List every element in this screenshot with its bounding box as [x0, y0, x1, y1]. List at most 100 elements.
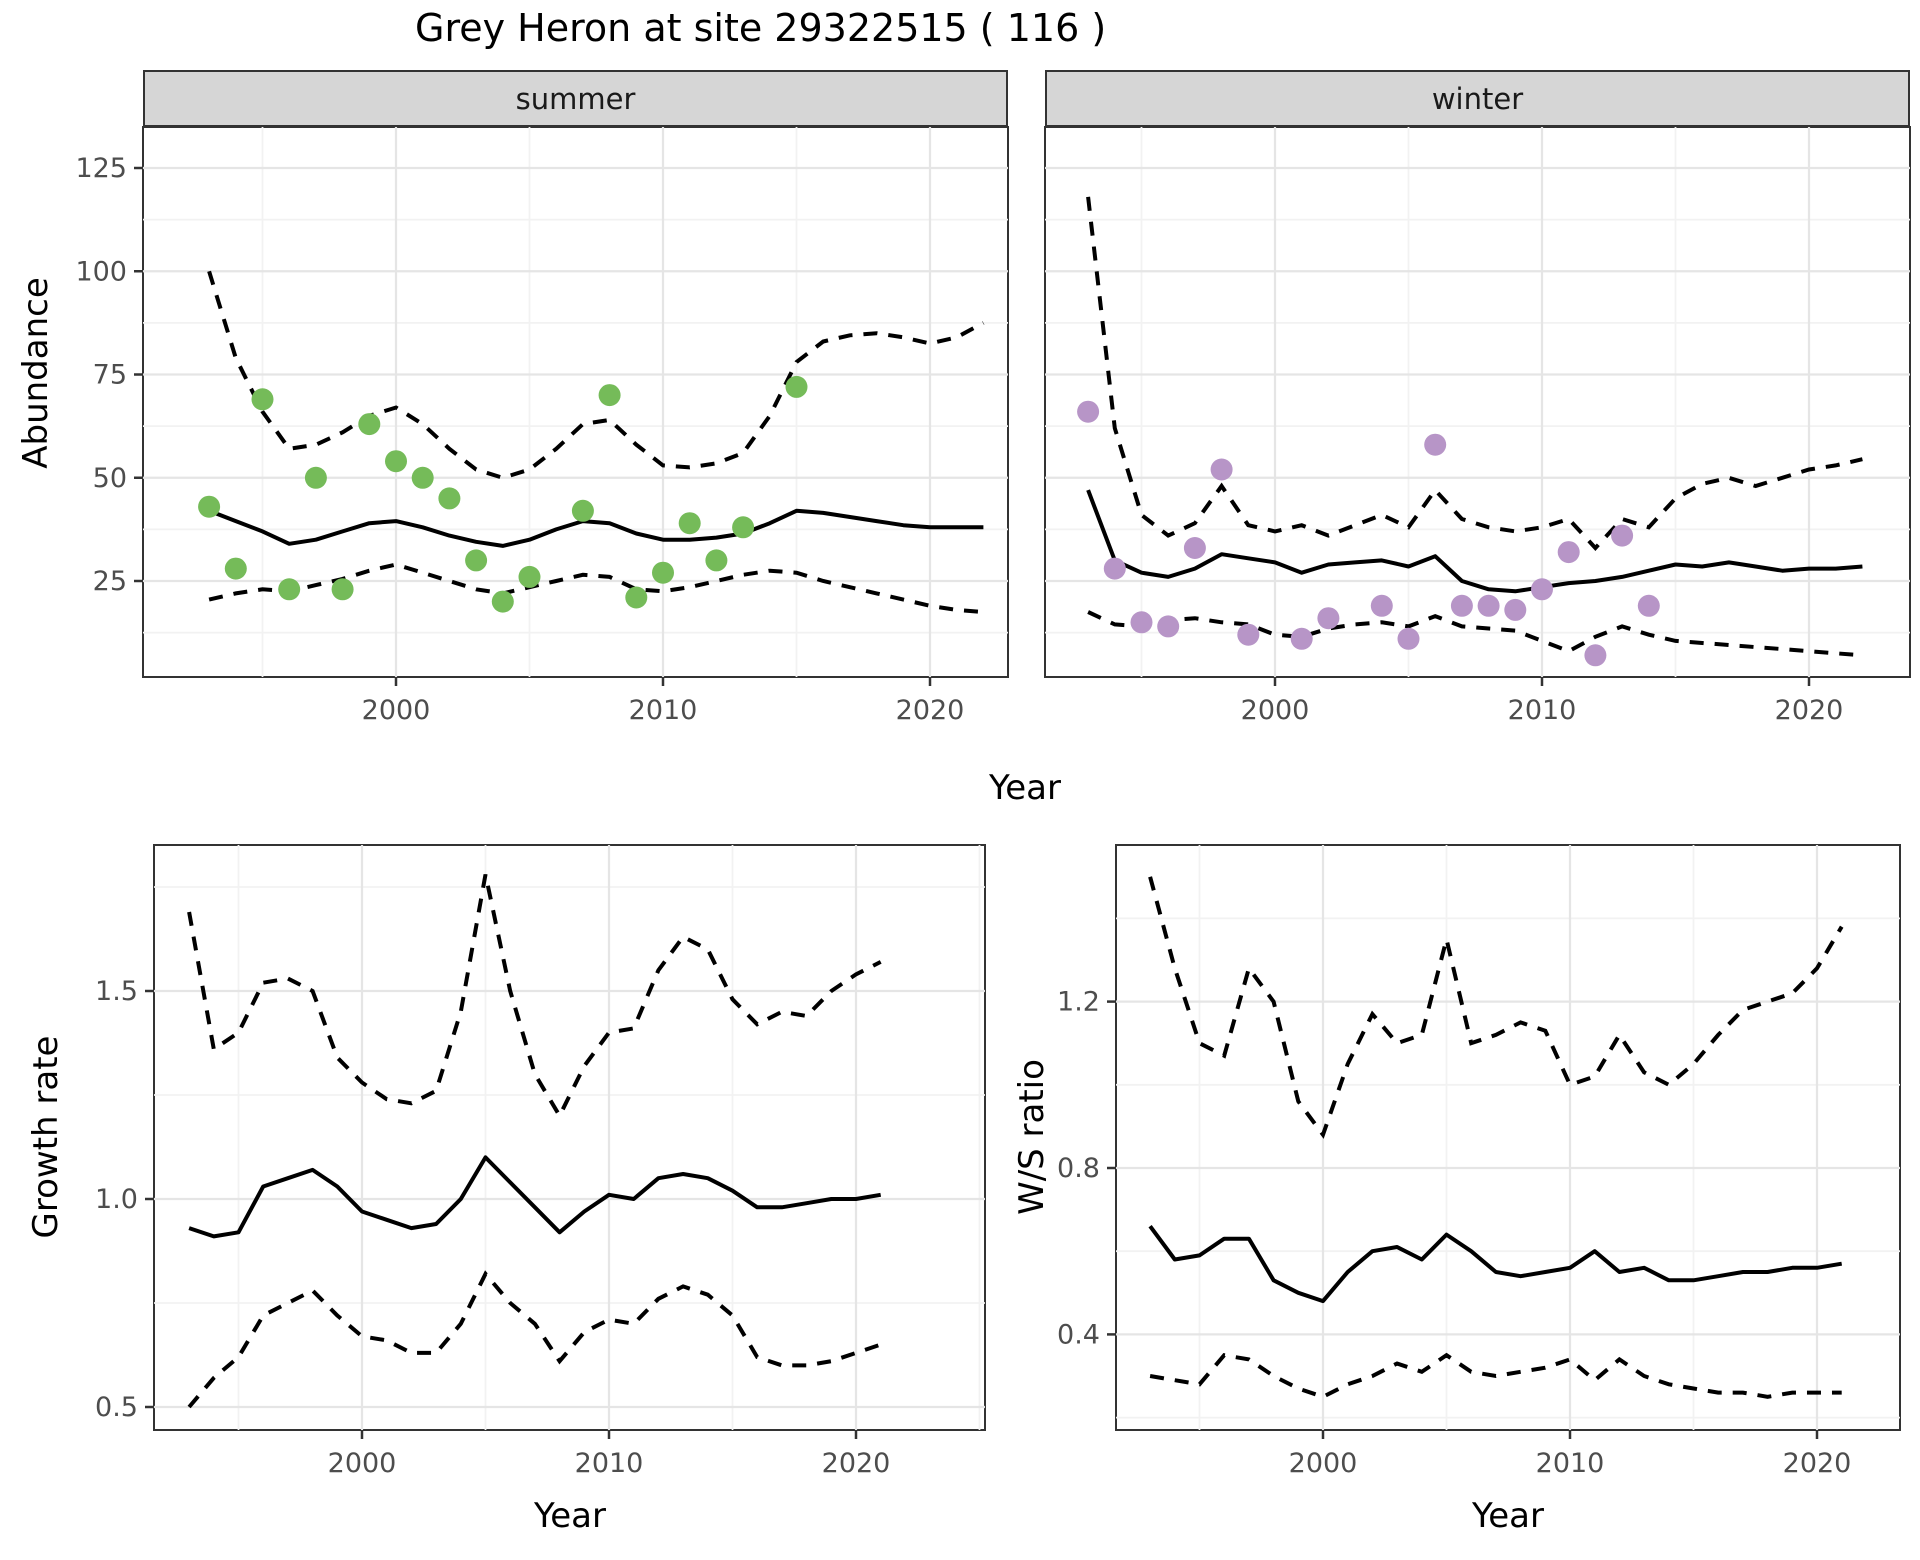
- y-tick-label: 0.5: [95, 1392, 138, 1423]
- panel-ws: 2000 2010 2020 0.4 0.8 1.2: [1057, 844, 1901, 1479]
- data-point: [438, 487, 461, 510]
- data-point: [198, 495, 221, 518]
- panel-background: [1115, 844, 1901, 1431]
- y-axis-title-growth-rate: Growth rate: [26, 1035, 66, 1239]
- chart-title: Grey Heron at site 29322515 ( 116 ): [415, 6, 1107, 50]
- data-point: [358, 413, 381, 436]
- gridlines: [1116, 845, 1900, 1430]
- data-point: [625, 586, 648, 609]
- data-point: [1450, 594, 1473, 617]
- x-axis-title-year-top: Year: [989, 768, 1061, 808]
- facet-strip-summer: summer: [143, 70, 1008, 127]
- data-point: [1130, 611, 1153, 634]
- x-tick-label: 2010: [575, 1448, 644, 1479]
- y-tick-label: 75: [93, 360, 127, 391]
- data-point: [491, 590, 514, 613]
- x-tick-label: 2020: [822, 1448, 891, 1479]
- y-tick-label: 100: [75, 256, 127, 287]
- y-tick-label: 1.0: [95, 1184, 138, 1215]
- y-tick-label: 25: [93, 566, 127, 597]
- x-axis-title-year-ws: Year: [1472, 1496, 1544, 1536]
- data-point: [1611, 524, 1634, 547]
- data-point: [1584, 644, 1607, 667]
- data-point: [1290, 627, 1313, 650]
- data-point: [1477, 594, 1500, 617]
- data-point: [251, 388, 274, 411]
- observed-points: [1077, 400, 1660, 667]
- y-tick-label: 0.4: [1057, 1319, 1100, 1350]
- data-point: [278, 578, 301, 601]
- panel-summer: 2000 2010 2020 25 50 75 100 125: [75, 126, 1009, 726]
- x-tick-label: 2020: [896, 695, 965, 726]
- data-point: [1637, 594, 1660, 617]
- axis-ticks: 2000 2010 2020: [1241, 677, 1844, 726]
- data-point: [224, 557, 247, 580]
- facet-strip-winter: winter: [1045, 70, 1910, 127]
- facet-strip-winter-label: winter: [1431, 81, 1524, 116]
- data-point: [1183, 537, 1206, 559]
- data-point: [1077, 400, 1100, 423]
- y-tick-label: 50: [93, 463, 127, 494]
- observed-points: [198, 375, 808, 613]
- x-tick-label: 2000: [1289, 1448, 1358, 1479]
- data-point: [411, 466, 434, 489]
- data-point: [1103, 557, 1126, 580]
- x-tick-label: 2020: [1783, 1448, 1852, 1479]
- fitted-line: [188, 1155, 882, 1239]
- data-point: [1210, 458, 1233, 481]
- y-tick-label: 0.8: [1057, 1153, 1100, 1184]
- data-point: [652, 561, 674, 584]
- data-point: [571, 499, 594, 522]
- gridlines: [1045, 127, 1910, 677]
- x-tick-label: 2010: [1536, 1448, 1605, 1479]
- data-point: [1531, 578, 1553, 601]
- data-point: [1370, 594, 1393, 617]
- data-point: [705, 549, 728, 572]
- panel-background: [153, 844, 986, 1431]
- y-tick-label: 125: [75, 153, 127, 184]
- data-point: [1424, 433, 1447, 456]
- x-tick-label: 2010: [629, 695, 698, 726]
- confidence-band-upper: [1148, 876, 1844, 1139]
- x-tick-label: 2000: [328, 1448, 397, 1479]
- y-tick-label: 1.5: [95, 976, 138, 1007]
- axis-ticks: 2000 2010 2020 0.5 1.0 1.5: [95, 976, 890, 1479]
- confidence-band-lower: [1149, 1352, 1842, 1399]
- axis-ticks: 2000 2010 2020 25 50 75 100 125: [75, 153, 964, 726]
- confidence-band-lower: [187, 1270, 882, 1409]
- x-tick-label: 2010: [1508, 695, 1577, 726]
- data-point: [1397, 627, 1420, 650]
- data-point: [785, 375, 808, 398]
- y-axis-title-ws-ratio: W/S ratio: [1012, 1059, 1052, 1215]
- y-tick-label: 1.2: [1057, 987, 1100, 1018]
- y-axis-title-abundance: Abundance: [16, 277, 56, 469]
- x-tick-label: 2020: [1775, 695, 1844, 726]
- fitted-line: [1086, 489, 1863, 594]
- confidence-band-lower: [1087, 610, 1863, 658]
- data-point: [1504, 598, 1527, 621]
- confidence-band-upper: [1086, 196, 1863, 551]
- panel-winter: 2000 2010 2020: [1044, 126, 1911, 726]
- panel-growth: 2000 2010 2020 0.5 1.0 1.5: [95, 844, 986, 1479]
- data-point: [465, 549, 488, 572]
- axis-ticks: 2000 2010 2020 0.4 0.8 1.2: [1057, 987, 1851, 1479]
- x-tick-label: 2000: [362, 695, 431, 726]
- x-axis-title-year-growth: Year: [534, 1496, 606, 1536]
- gridlines: [154, 845, 985, 1430]
- data-point: [732, 516, 755, 539]
- data-point: [1157, 615, 1180, 638]
- x-tick-label: 2000: [1241, 695, 1310, 726]
- fitted-line: [208, 508, 984, 548]
- data-point: [678, 512, 701, 535]
- data-point: [1237, 623, 1260, 646]
- data-point: [518, 565, 541, 588]
- data-point: [304, 466, 327, 489]
- fitted-line: [1148, 1225, 1843, 1304]
- panel-background: [1044, 126, 1911, 678]
- data-point: [331, 578, 354, 601]
- data-point: [1557, 541, 1580, 564]
- data-point: [385, 450, 407, 473]
- data-point: [598, 384, 621, 407]
